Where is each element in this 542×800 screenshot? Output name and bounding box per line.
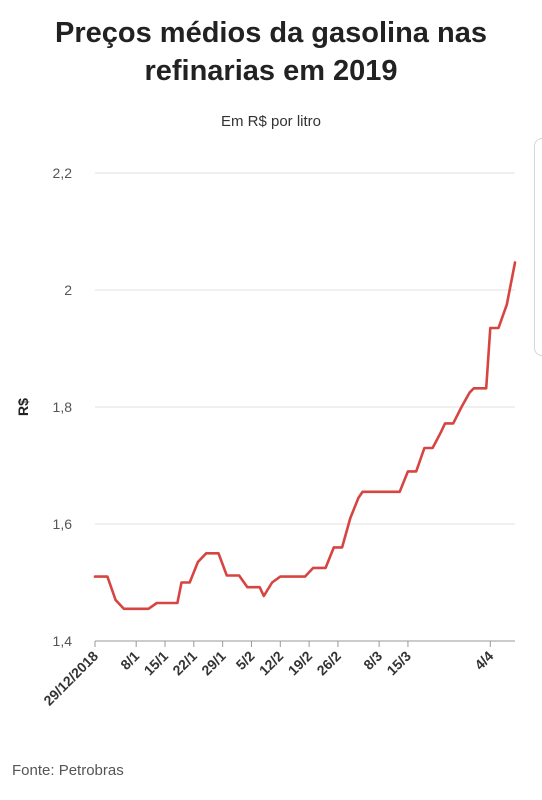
chart-title-line-2: refinarias em 2019 — [144, 55, 398, 87]
x-tick-label: 8/1 — [117, 648, 142, 673]
side-panel-tab[interactable] — [534, 138, 542, 356]
source-note: Fonte: Petrobras — [12, 762, 124, 779]
y-tick-label: 1,8 — [53, 399, 73, 415]
x-tick-label: 26/2 — [313, 648, 344, 679]
x-tick-label: 29/1 — [198, 648, 229, 679]
x-tick-label: 12/2 — [256, 648, 287, 679]
x-tick-label: 19/2 — [285, 648, 316, 679]
y-axis-title: R$ — [15, 398, 31, 416]
x-tick-label: 15/1 — [141, 648, 172, 679]
y-tick-label: 1,4 — [53, 633, 73, 649]
x-tick-label: 5/2 — [233, 648, 258, 673]
x-tick-label: 29/12/2018 — [40, 648, 101, 709]
x-tick-label: 8/3 — [360, 648, 385, 673]
chart-title: Preços médios da gasolina nas refinarias… — [0, 14, 542, 90]
x-tick-label: 22/1 — [169, 648, 200, 679]
x-tick-label: 15/3 — [383, 648, 414, 679]
y-tick-label: 1,6 — [53, 516, 73, 532]
y-tick-label: 2 — [64, 282, 72, 298]
x-tick-label: 4/4 — [471, 648, 496, 673]
chart-title-line-1: Preços médios da gasolina nas — [55, 17, 487, 49]
y-tick-label: 2,2 — [53, 165, 73, 181]
chart-subtitle: Em R$ por litro — [220, 113, 322, 130]
price-line — [93, 261, 517, 611]
